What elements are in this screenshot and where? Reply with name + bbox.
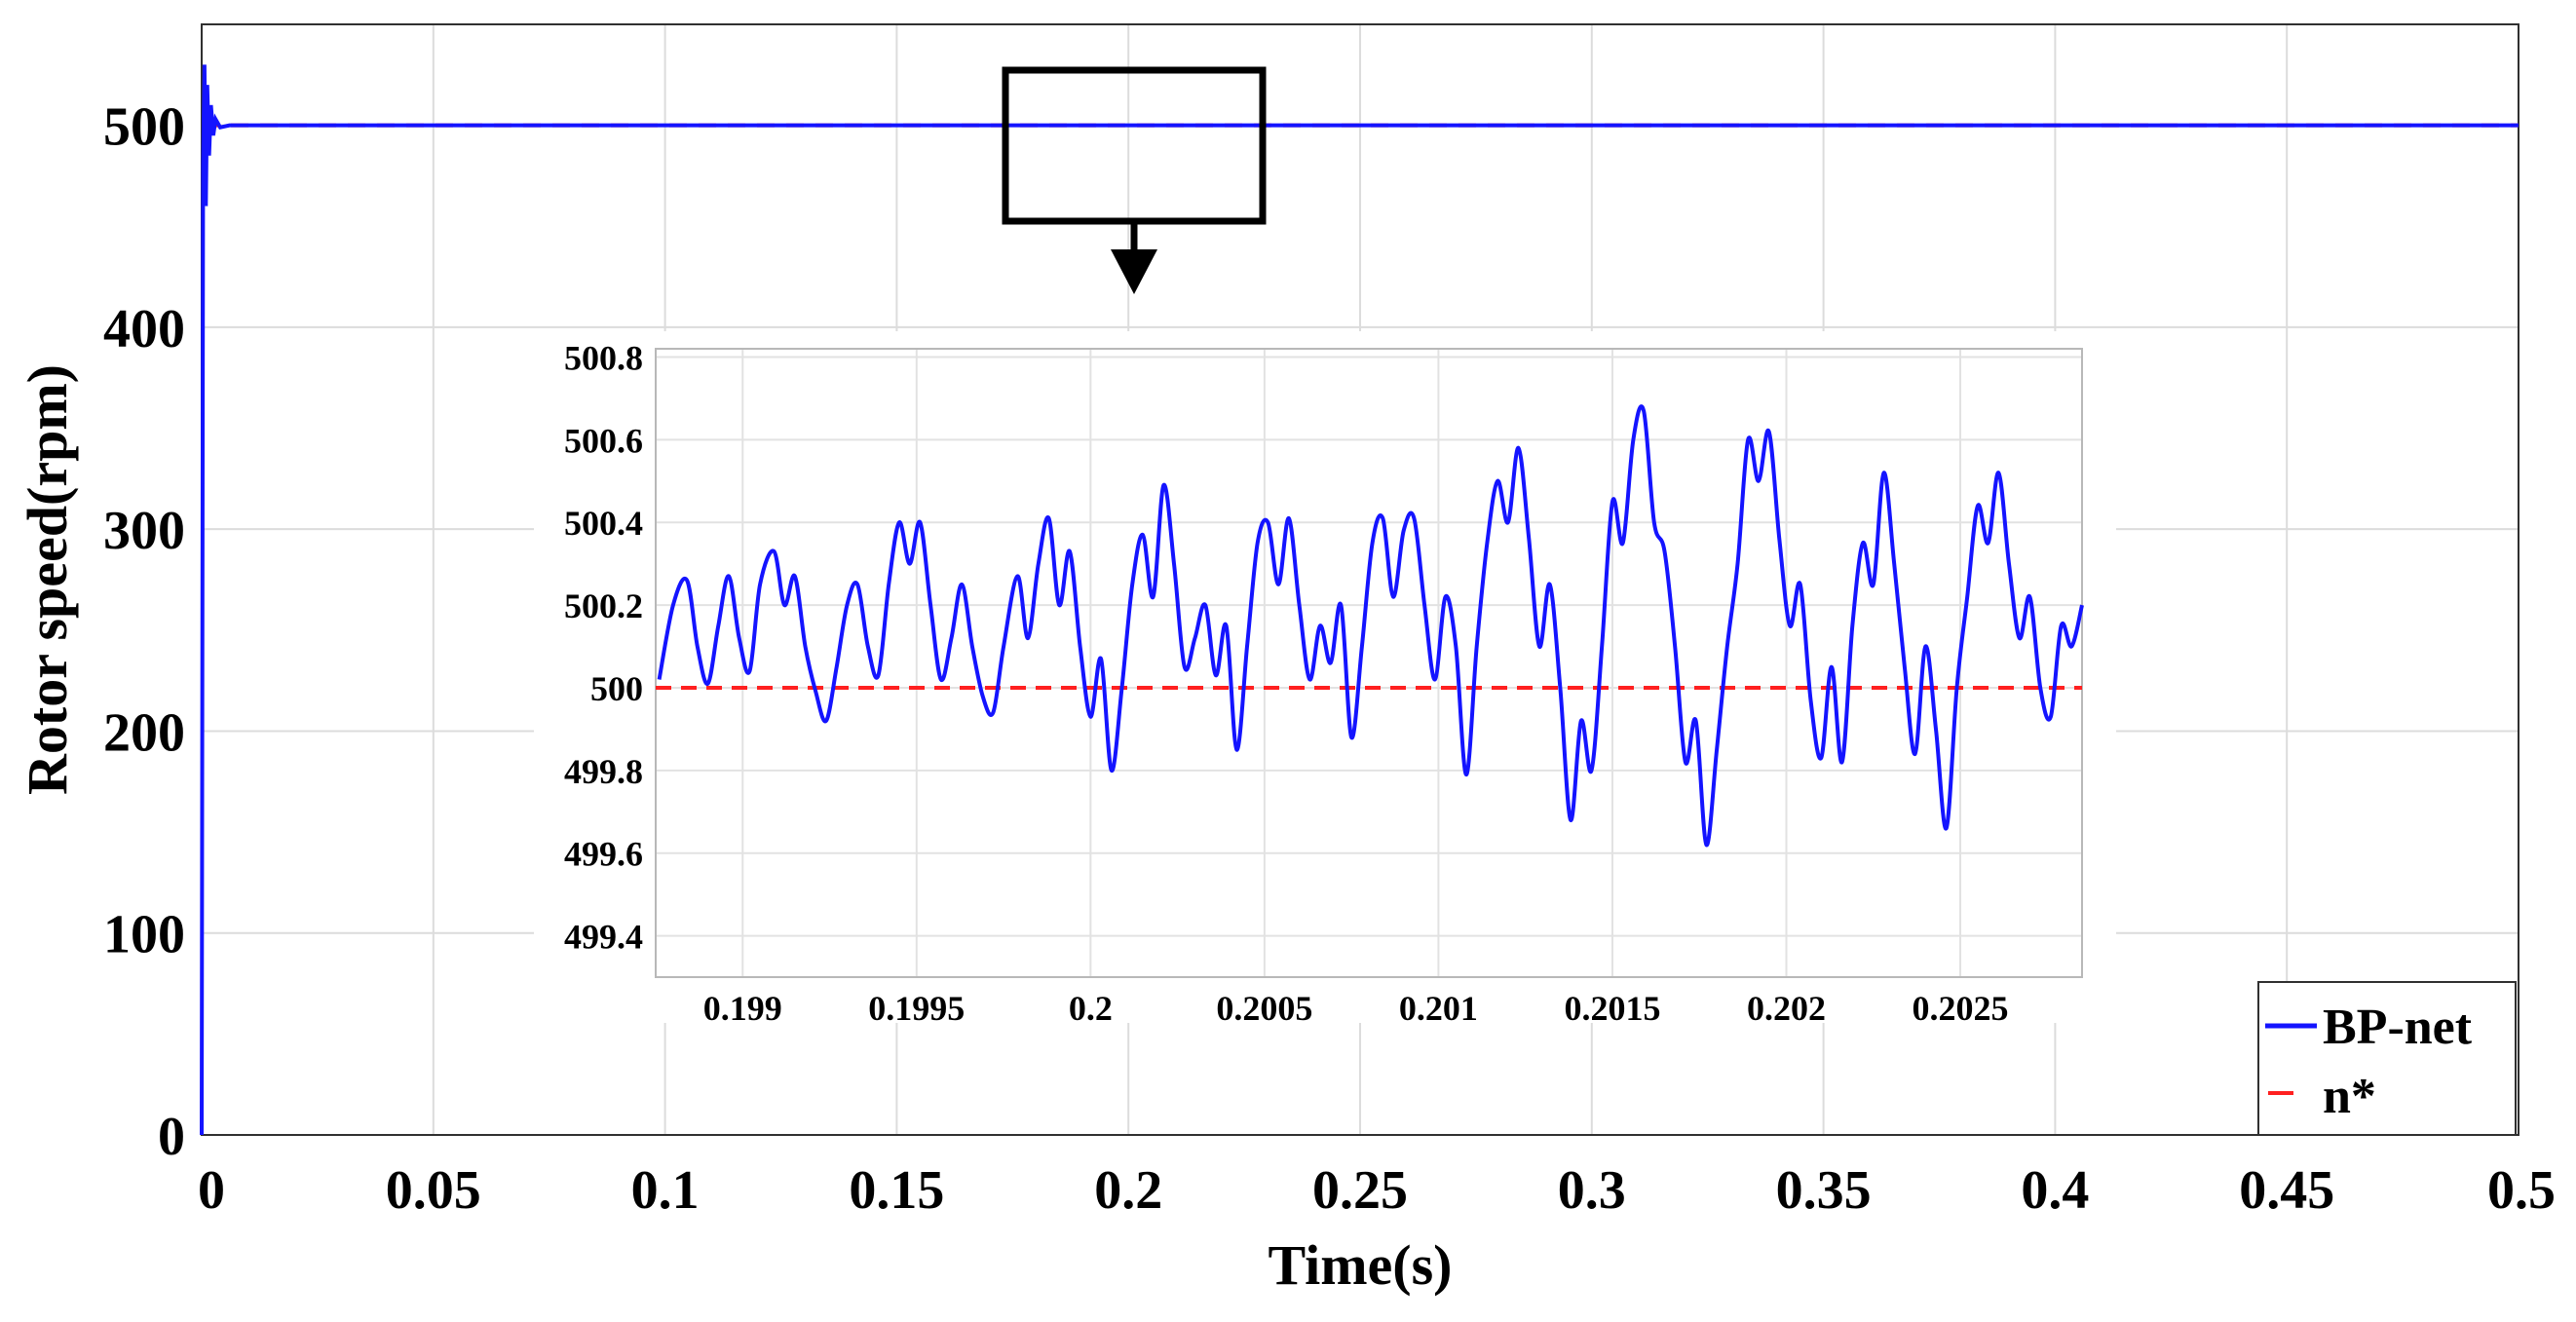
inset-y-tick-label: 500.2: [564, 586, 643, 625]
inset-background: [534, 331, 2116, 1023]
inset-x-tick-label: 0.2015: [1564, 989, 1660, 1028]
inset-y-tick-label: 500.4: [564, 504, 643, 543]
inset-x-tick-label: 0.202: [1747, 989, 1826, 1028]
main-x-tick-label: 0.1: [631, 1160, 700, 1221]
main-y-tick-label: 500: [103, 97, 185, 158]
y-axis-label: Rotor speed(rpm): [16, 364, 79, 795]
legend-label-n-star: n*: [2323, 1069, 2376, 1124]
main-x-tick-label: 0.4: [2021, 1160, 2089, 1221]
inset-x-tick-label: 0.2005: [1216, 989, 1312, 1028]
main-y-tick-labels: 0 100 200 300 400 500: [103, 97, 185, 1167]
inset-x-tick-label: 0.2: [1069, 989, 1113, 1028]
main-y-tick-label: 0: [158, 1107, 185, 1167]
inset-y-tick-label: 500.6: [564, 421, 643, 460]
main-y-tick-label: 100: [103, 905, 185, 965]
main-x-tick-label: 0: [198, 1160, 225, 1221]
main-x-tick-label: 0.05: [386, 1160, 481, 1221]
inset-plot-frame: [655, 348, 2083, 978]
main-x-tick-label: 0.45: [2239, 1160, 2334, 1221]
inset-x-tick-label: 0.2025: [1913, 989, 2009, 1028]
inset-y-tick-label: 500: [590, 669, 643, 708]
inset-y-tick-labels: 499.4 499.6 499.8 500 500.2 500.4 500.6 500.8: [564, 338, 643, 956]
x-axis-label: Time(s): [1268, 1233, 1452, 1297]
main-y-tick-label: 200: [103, 702, 185, 763]
inset-y-tick-label: 499.4: [564, 918, 643, 957]
main-series-group: [200, 64, 2519, 1136]
main-y-tick-label: 400: [103, 299, 185, 359]
main-x-tick-label: 0.35: [1776, 1160, 1872, 1221]
inset-y-tick-label: 499.8: [564, 752, 643, 791]
zoom-arrow-head: [1111, 249, 1157, 294]
main-x-tick-label: 0.2: [1094, 1160, 1162, 1221]
inset-x-tick-label: 0.199: [703, 989, 782, 1028]
main-x-tick-label: 0.3: [1558, 1160, 1626, 1221]
inset-x-tick-label: 0.201: [1399, 989, 1478, 1028]
inset-y-tick-label: 499.6: [564, 835, 643, 874]
inset-series-line-bp-net: [657, 404, 2084, 848]
main-x-tick-labels: 0 0.05 0.1 0.15 0.2 0.25 0.3 0.35 0.4 0.45 0.5: [198, 1160, 2556, 1221]
legend: BP-net n*: [2257, 981, 2517, 1136]
inset-series-group: [656, 404, 2084, 848]
legend-box: [2257, 981, 2517, 1136]
main-y-tick-label: 300: [103, 501, 185, 561]
series-line-bp-net: [200, 64, 2519, 1136]
legend-label-bp-net: BP-net: [2323, 1000, 2473, 1055]
main-x-tick-label: 0.15: [849, 1160, 944, 1221]
main-x-tick-label: 0.5: [2487, 1160, 2556, 1221]
inset-x-tick-label: 0.1995: [868, 989, 965, 1028]
inset-x-tick-labels: 0.199 0.1995 0.2 0.2005 0.201 0.2015 0.202 0.20…: [703, 989, 2009, 1028]
inset-y-tick-label: 500.8: [564, 338, 643, 377]
main-x-tick-label: 0.25: [1312, 1160, 1408, 1221]
